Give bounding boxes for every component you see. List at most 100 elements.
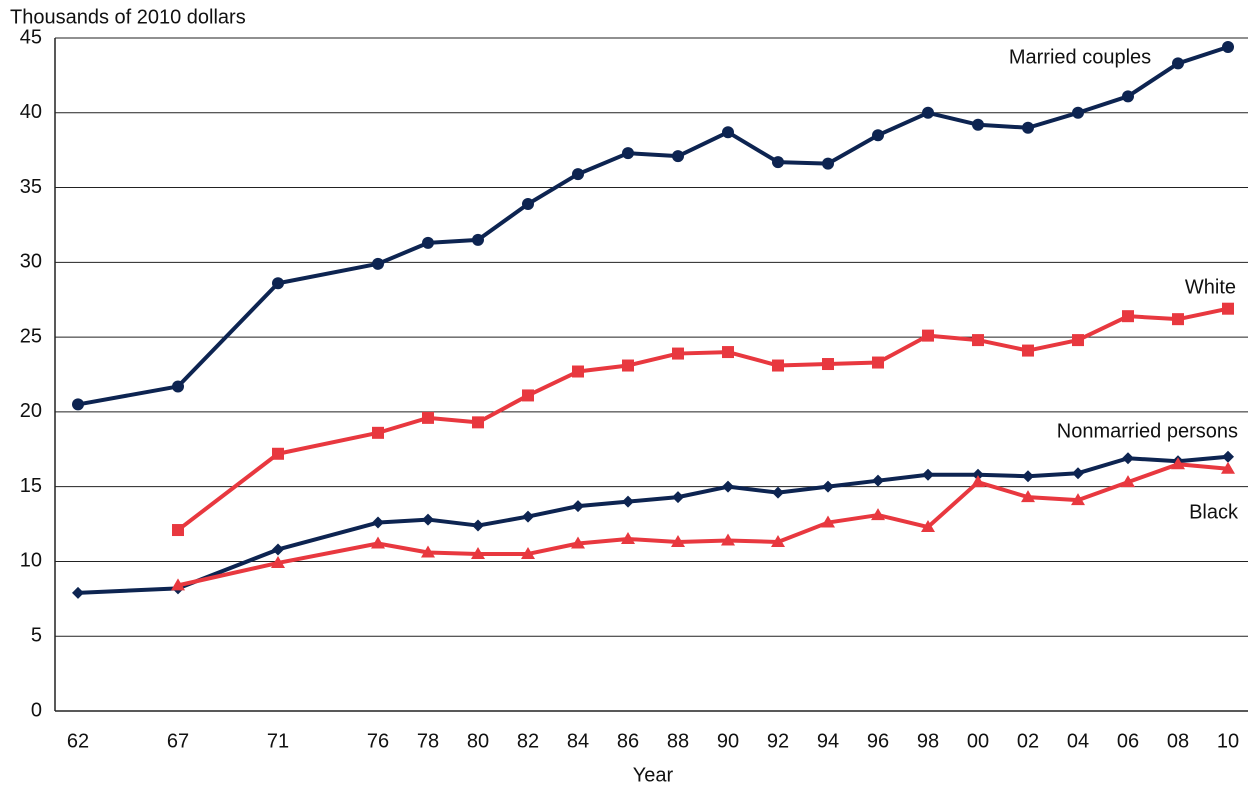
point — [672, 491, 684, 504]
x-tick-label: 62 — [67, 730, 89, 752]
point — [1021, 490, 1035, 503]
point — [1072, 334, 1084, 347]
point — [1071, 493, 1085, 506]
point — [672, 150, 684, 163]
point — [272, 447, 284, 460]
point — [972, 118, 984, 131]
y-tick-label: 40 — [20, 101, 42, 123]
point — [1122, 310, 1134, 323]
point — [1222, 40, 1234, 53]
point — [1022, 470, 1034, 483]
point — [572, 500, 584, 513]
point — [422, 236, 434, 249]
point — [871, 508, 885, 521]
point — [622, 147, 634, 160]
point — [572, 168, 584, 181]
x-tick-label: 78 — [417, 730, 439, 752]
point — [671, 535, 685, 548]
point — [772, 486, 784, 499]
point — [721, 533, 735, 546]
point — [872, 129, 884, 142]
point — [921, 520, 935, 533]
point — [1022, 121, 1034, 134]
series-label: Black — [1189, 501, 1239, 523]
point — [1172, 313, 1184, 326]
point — [1121, 475, 1135, 488]
x-tick-label: 08 — [1167, 730, 1189, 752]
point — [622, 359, 634, 372]
point — [972, 468, 984, 481]
series-label: Nonmarried persons — [1057, 420, 1238, 442]
point — [372, 426, 384, 439]
y-tick-label: 20 — [20, 400, 42, 422]
x-tick-label: 71 — [267, 730, 289, 752]
point — [772, 156, 784, 169]
point — [772, 359, 784, 372]
x-tick-label: 00 — [967, 730, 989, 752]
point — [1072, 467, 1084, 480]
point — [171, 578, 185, 591]
point — [72, 586, 84, 599]
point — [271, 555, 285, 568]
y-tick-label: 15 — [20, 475, 42, 497]
x-tick-label: 90 — [717, 730, 739, 752]
point — [521, 546, 535, 559]
y-axis-title: Thousands of 2010 dollars — [10, 6, 246, 28]
x-axis-title: Year — [633, 764, 674, 786]
point — [1122, 452, 1134, 465]
y-tick-label: 45 — [20, 26, 42, 48]
point — [571, 536, 585, 549]
x-tick-label: 84 — [567, 730, 589, 752]
point — [522, 510, 534, 523]
point — [672, 347, 684, 360]
point — [722, 126, 734, 139]
x-tick-label: 88 — [667, 730, 689, 752]
point — [522, 389, 534, 402]
point — [872, 474, 884, 487]
point — [621, 532, 635, 545]
point — [372, 257, 384, 270]
x-tick-label: 06 — [1117, 730, 1139, 752]
point — [1222, 450, 1234, 463]
x-tick-label: 67 — [167, 730, 189, 752]
point — [1122, 90, 1134, 103]
point — [822, 480, 834, 493]
x-tick-label: 10 — [1217, 730, 1239, 752]
point — [722, 480, 734, 493]
point — [771, 535, 785, 548]
point — [1222, 302, 1234, 315]
y-tick-label: 5 — [31, 625, 42, 647]
x-tick-label: 92 — [767, 730, 789, 752]
point — [1072, 106, 1084, 119]
point — [1022, 344, 1034, 357]
point — [72, 398, 84, 411]
point — [372, 516, 384, 529]
point — [472, 519, 484, 532]
point — [1221, 461, 1235, 474]
point — [622, 495, 634, 508]
x-tick-label: 82 — [517, 730, 539, 752]
point — [522, 198, 534, 211]
point — [422, 411, 434, 424]
x-tick-label: 80 — [467, 730, 489, 752]
y-tick-label: 35 — [20, 176, 42, 198]
point — [872, 356, 884, 369]
point — [472, 416, 484, 429]
point — [172, 524, 184, 537]
point — [371, 536, 385, 549]
point — [272, 543, 284, 556]
x-tick-label: 02 — [1017, 730, 1039, 752]
point — [422, 513, 434, 526]
point — [472, 233, 484, 246]
x-tick-label: 96 — [867, 730, 889, 752]
series-label: White — [1185, 276, 1236, 298]
x-tick-label: 94 — [817, 730, 839, 752]
point — [172, 380, 184, 393]
x-tick-label: 76 — [367, 730, 389, 752]
series-line — [177, 462, 1229, 588]
y-tick-label: 0 — [31, 699, 42, 721]
point — [421, 545, 435, 558]
x-tick-label: 98 — [917, 730, 939, 752]
y-tick-label: 30 — [20, 251, 42, 273]
